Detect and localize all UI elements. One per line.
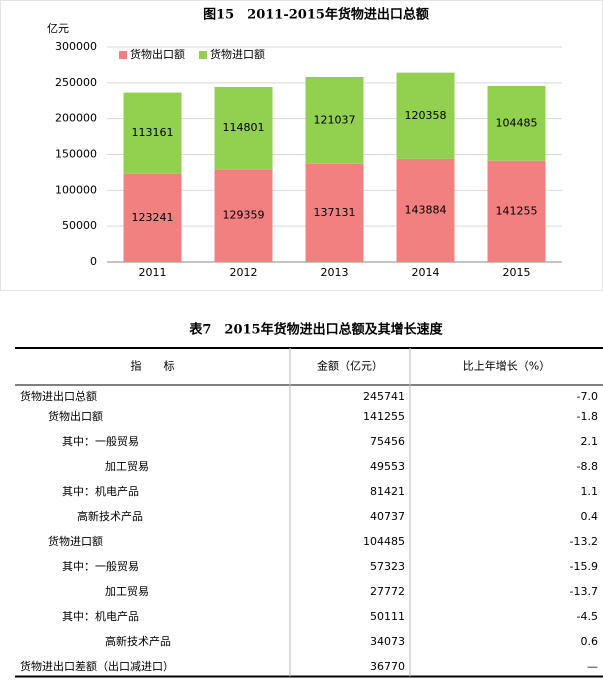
y-tick-label: 300000 — [55, 40, 97, 53]
bar-segment — [396, 72, 455, 159]
row-label: 其中：一般贸易 — [62, 560, 139, 573]
bar-segment — [214, 87, 273, 170]
row-amount: 104485 — [363, 535, 405, 548]
row-growth: — — [587, 660, 598, 673]
bar-segment — [487, 160, 546, 262]
row-growth: 0.6 — [581, 635, 599, 648]
table-header: 金额（亿元） — [317, 359, 383, 373]
row-amount: 57323 — [370, 560, 405, 573]
legend-label: 货物出口额 — [130, 47, 185, 61]
bar-segment — [214, 169, 273, 262]
bar-segment — [123, 92, 182, 174]
row-growth: 0.4 — [581, 510, 599, 523]
y-tick-label: 250000 — [55, 76, 97, 89]
row-amount: 27772 — [370, 585, 405, 598]
x-tick-label: 2012 — [230, 266, 258, 279]
row-label: 其中：机电产品 — [62, 609, 139, 623]
row-growth: -8.8 — [577, 460, 598, 473]
row-amount: 49553 — [370, 460, 405, 473]
legend-swatch — [119, 51, 127, 59]
row-amount: 141255 — [363, 410, 405, 423]
row-growth: -13.7 — [570, 585, 598, 598]
row-label: 货物进出口差额（出口减进口） — [20, 659, 174, 673]
row-label: 其中：机电产品 — [62, 484, 139, 498]
data-label: 137131 — [314, 206, 356, 219]
row-amount: 34073 — [370, 635, 405, 648]
table-header: 比上年增长（%） — [463, 359, 550, 373]
data-label: 121037 — [314, 113, 356, 126]
row-amount: 36770 — [370, 660, 405, 673]
data-label: 143884 — [405, 203, 447, 216]
bar-segment — [396, 158, 455, 262]
row-amount: 50111 — [370, 610, 405, 623]
row-growth: 1.1 — [581, 485, 599, 498]
legend-swatch — [199, 51, 207, 59]
y-axis-label: 亿元 — [47, 22, 69, 35]
bar-segment — [487, 85, 546, 161]
data-label: 114801 — [223, 121, 265, 134]
y-tick-label: 100000 — [55, 183, 97, 196]
x-tick-label: 2013 — [321, 266, 349, 279]
legend-label: 货物进口额 — [210, 47, 265, 61]
row-growth: 2.1 — [581, 435, 599, 448]
data-label: 123241 — [132, 211, 174, 224]
row-amount: 81421 — [370, 485, 405, 498]
x-tick-label: 2011 — [139, 266, 167, 279]
y-tick-label: 150000 — [55, 148, 97, 161]
table-header: 指 标 — [131, 359, 175, 373]
data-label: 120358 — [405, 109, 447, 122]
bar-segment — [305, 76, 364, 164]
row-label: 高新技术产品 — [77, 509, 143, 523]
row-label: 加工贸易 — [105, 460, 149, 473]
chart-title: 图15 2011-2015年货物进出口总额 — [203, 7, 429, 23]
row-growth: -4.5 — [577, 610, 598, 623]
data-label: 104485 — [496, 116, 538, 129]
row-label: 高新技术产品 — [105, 634, 171, 648]
row-label: 加工贸易 — [105, 585, 149, 598]
row-amount: 40737 — [370, 510, 405, 523]
y-tick-label: 50000 — [62, 219, 97, 232]
x-tick-label: 2014 — [412, 266, 440, 279]
row-growth: -13.2 — [570, 535, 598, 548]
row-label: 货物进口额 — [48, 534, 103, 548]
bar-segment — [123, 173, 182, 262]
data-label: 113161 — [132, 126, 174, 139]
row-amount: 245741 — [363, 390, 405, 403]
row-label: 货物进出口总额 — [20, 389, 97, 403]
y-tick-label: 200000 — [55, 112, 97, 125]
row-growth: -1.8 — [577, 410, 598, 423]
row-amount: 75456 — [370, 435, 405, 448]
bar-segment — [305, 163, 364, 262]
row-growth: -7.0 — [577, 390, 598, 403]
row-label: 其中：一般贸易 — [62, 435, 139, 448]
x-tick-label: 2015 — [503, 266, 531, 279]
data-label: 141255 — [496, 204, 538, 217]
row-growth: -15.9 — [570, 560, 598, 573]
data-label: 129359 — [223, 209, 265, 222]
y-tick-label: 0 — [90, 255, 97, 268]
table-title: 表7 2015年货物进出口总额及其增长速度 — [188, 322, 443, 338]
row-label: 货物出口额 — [48, 409, 103, 423]
